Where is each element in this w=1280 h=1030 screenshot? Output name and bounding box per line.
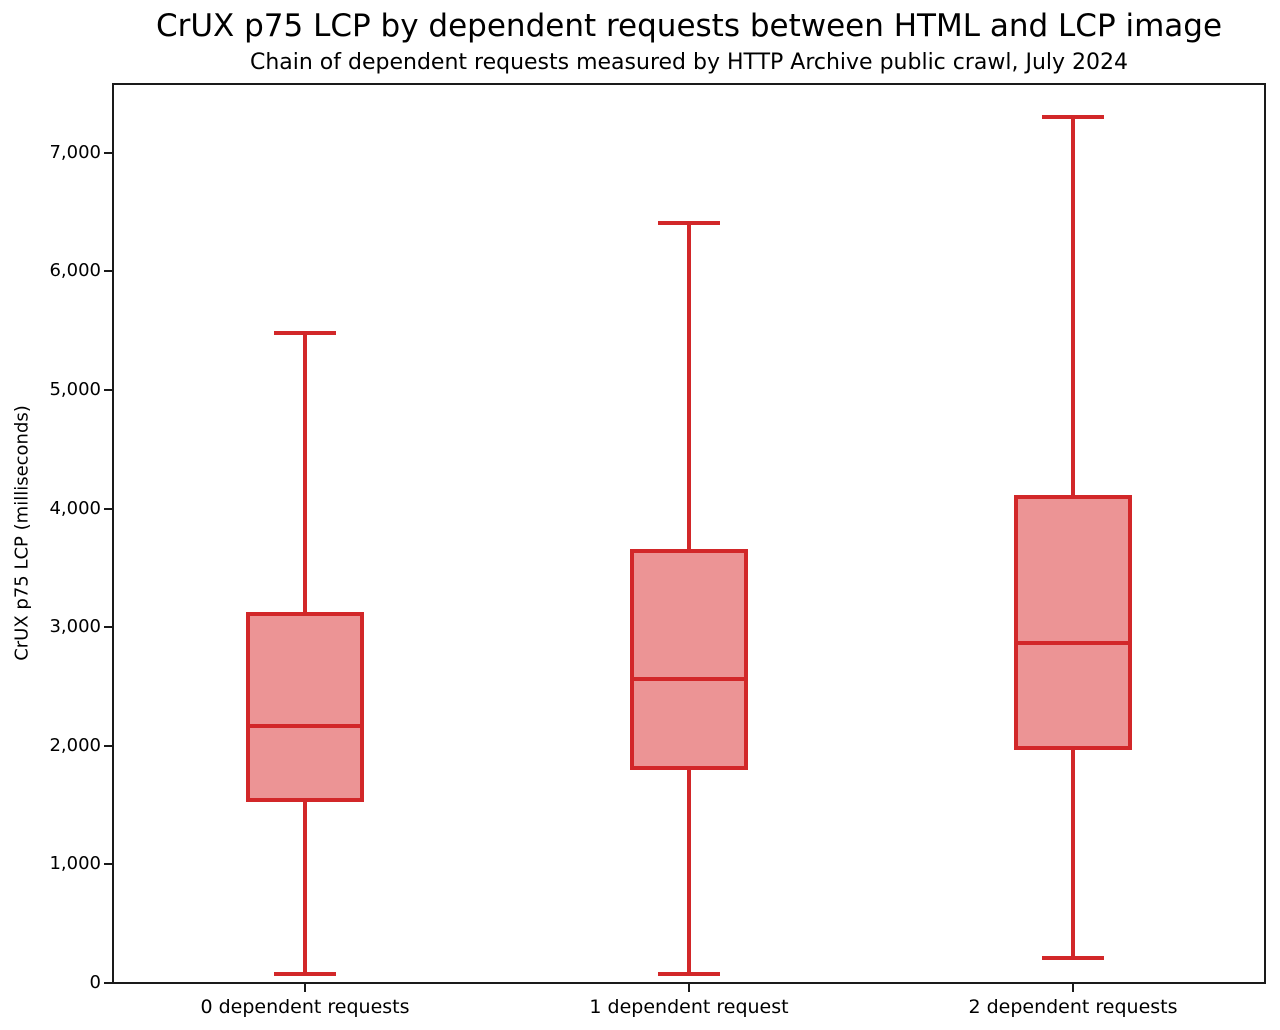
y-tick-label: 4,000: [49, 497, 101, 519]
x-tick-mark: [304, 984, 306, 992]
y-tick-mark: [104, 270, 112, 273]
box-iqr: [246, 612, 364, 803]
y-tick-mark: [104, 863, 112, 866]
whisker-lower-cap: [274, 971, 336, 976]
whisker-upper-cap: [1042, 115, 1104, 120]
median-line: [634, 677, 744, 682]
x-tick-label: 2 dependent requests: [968, 996, 1178, 1018]
median-line: [250, 723, 360, 728]
whisker-upper-stem: [303, 333, 307, 615]
y-tick-mark: [104, 507, 112, 510]
y-tick-mark: [104, 388, 112, 391]
y-tick-label: 5,000: [49, 378, 101, 400]
whisker-lower-stem: [687, 768, 691, 975]
whisker-upper-cap: [658, 220, 720, 225]
box-iqr: [630, 549, 748, 771]
y-tick-label: 3,000: [49, 616, 101, 638]
y-tick-label: 7,000: [49, 141, 101, 163]
x-tick-label: 0 dependent requests: [200, 996, 410, 1018]
whisker-upper-stem: [1071, 117, 1075, 497]
x-tick-mark: [688, 984, 690, 992]
chart-subtitle: Chain of dependent requests measured by …: [249, 50, 1129, 75]
y-tick-label: 0: [89, 972, 101, 993]
y-tick-mark: [104, 151, 112, 154]
y-tick-label: 2,000: [49, 734, 101, 756]
y-tick-mark: [104, 744, 112, 747]
whisker-lower-stem: [303, 800, 307, 974]
chart-title: CrUX p75 LCP by dependent requests betwe…: [155, 8, 1223, 44]
y-axis-label: CrUX p75 LCP (milliseconds): [11, 405, 33, 661]
whisker-lower-cap: [658, 972, 720, 977]
box-iqr: [1014, 494, 1132, 751]
whisker-upper-cap: [274, 331, 336, 336]
x-tick-mark: [1072, 984, 1074, 992]
median-line: [1018, 640, 1128, 645]
x-tick-label: 1 dependent request: [589, 996, 789, 1018]
y-tick-mark: [104, 982, 112, 984]
y-tick-label: 1,000: [49, 853, 101, 875]
whisker-upper-stem: [687, 222, 691, 552]
whisker-lower-stem: [1071, 748, 1075, 959]
y-tick-mark: [104, 626, 112, 629]
y-tick-label: 6,000: [49, 260, 101, 282]
whisker-lower-cap: [1042, 956, 1104, 961]
